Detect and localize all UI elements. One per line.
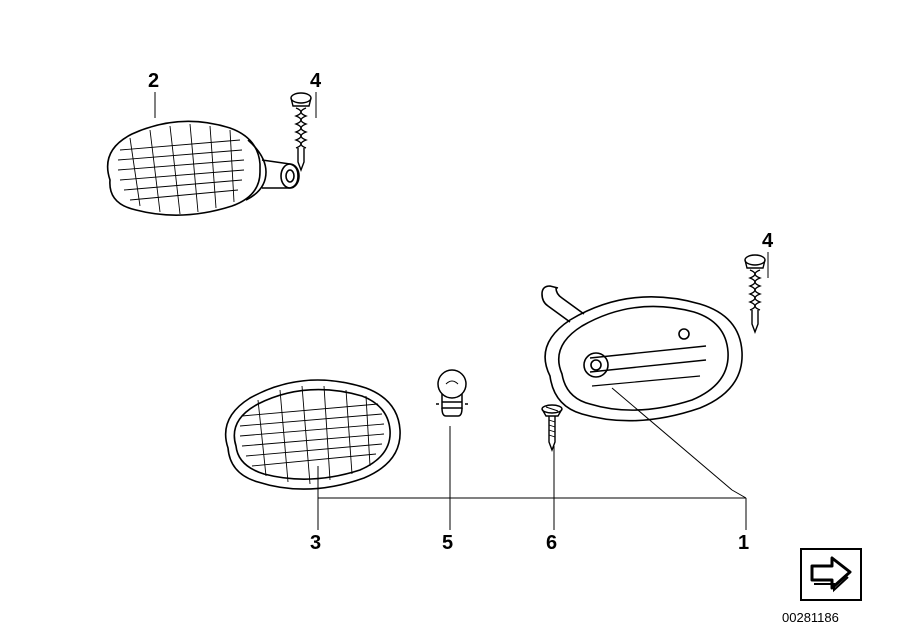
info-arrow-box bbox=[800, 548, 862, 601]
diagram-stage: 1234456 00281186 bbox=[0, 0, 900, 636]
document-id: 00281186 bbox=[782, 610, 839, 625]
leader-lines bbox=[0, 0, 900, 636]
arrow-icon bbox=[802, 550, 860, 599]
